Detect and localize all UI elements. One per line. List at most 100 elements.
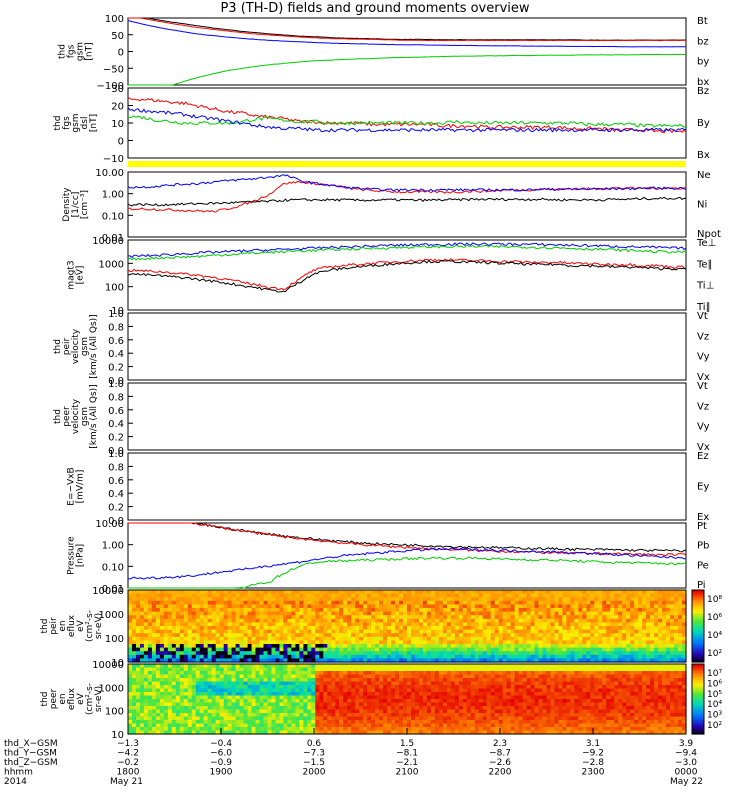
y-axis-label: eflux — [67, 687, 77, 710]
colorbar-tick: 10⁷ — [707, 669, 722, 679]
y-axis-label: thd — [40, 692, 50, 707]
legend-entry: Ex — [697, 512, 709, 523]
legend-entry: Ni — [697, 200, 707, 211]
y-axis-label: eV — [76, 692, 86, 705]
x-tick-label: −3.0 — [675, 758, 697, 768]
x-tick-label: 2000 — [303, 768, 326, 778]
legend-entry: Npot — [697, 229, 721, 240]
x-tick-label: −6.0 — [210, 749, 232, 759]
y-axis-label: [nPa] — [76, 544, 86, 567]
legend-entry: Pt — [697, 521, 707, 532]
y-tick-label: 10000 — [92, 236, 124, 247]
y-axis-label: [cm⁻³] — [80, 190, 90, 219]
legend-entry: Vx — [697, 372, 710, 383]
panel-frame-pressure — [127, 522, 687, 589]
x-axis-row-label: thd_Y−GSM — [4, 749, 57, 759]
legend-entry: Vy — [697, 422, 710, 433]
y-tick-label: 0.8 — [108, 392, 124, 403]
y-tick-label: 0.0 — [108, 376, 124, 387]
y-axis-label: E=−VxB — [67, 467, 77, 505]
legend-entry: Ti∥ — [696, 302, 711, 313]
y-tick-label: −100 — [97, 81, 124, 92]
y-axis-label: [km/s (All Qs)] — [89, 384, 99, 448]
y-tick-label: 0.2 — [108, 433, 124, 444]
y-axis-label: [eV] — [76, 266, 86, 285]
y-tick-label: 0.8 — [108, 462, 124, 473]
colorbar-tick: 10⁸ — [707, 595, 722, 605]
legend-entry: Ez — [697, 451, 709, 462]
y-axis-label: thd — [53, 339, 63, 354]
colorbar-tick: 10⁴ — [707, 700, 722, 710]
y-tick-label: 100 — [105, 283, 124, 294]
x-axis-year: 2014 — [4, 777, 27, 787]
y-tick-label: 0.0 — [108, 516, 124, 527]
series-line-Bz — [127, 97, 687, 134]
legend-entry: Pe — [697, 560, 709, 571]
y-axis-label: fgs — [62, 116, 72, 130]
series-line-Bx — [127, 107, 687, 133]
colorbar-peir_energy_flux — [691, 589, 705, 663]
series-line-Ti⊥ — [127, 242, 687, 259]
y-tick-label: 0 — [118, 48, 124, 59]
legend-entry: Bx — [697, 150, 710, 161]
y-tick-label: 10000 — [92, 660, 124, 671]
y-axis-label: gsm — [71, 113, 81, 132]
y-axis-label: velocity — [71, 328, 81, 364]
y-axis-label: thd — [40, 619, 50, 634]
x-tick-label: −9.2 — [582, 749, 604, 759]
panel-frame-peir_velocity — [127, 312, 687, 381]
x-tick-label: −0.4 — [210, 739, 232, 749]
series-line-Ne — [127, 180, 687, 213]
y-tick-label: 30 — [111, 84, 124, 95]
legend-entry: Bz — [697, 86, 709, 97]
y-axis-label: [km/s (All Qs)] — [89, 314, 99, 378]
panel-frame-electric_field — [127, 452, 687, 521]
panel-frame-peir_energy_flux — [127, 589, 687, 663]
y-tick-label: 0.6 — [108, 336, 124, 347]
legend-entry: Vx — [697, 442, 710, 453]
x-tick-label: 2300 — [582, 768, 605, 778]
y-tick-label: 100 — [105, 707, 124, 718]
panel-frame-density — [127, 171, 687, 238]
y-axis-label: (cm²-s- — [85, 610, 95, 642]
y-tick-label: −10 — [103, 154, 124, 165]
colorbar-tick: 10² — [707, 649, 722, 659]
y-tick-label: 1.0 — [108, 449, 124, 460]
x-tick-label: −2.6 — [489, 758, 511, 768]
series-line-Pi — [127, 547, 687, 580]
series-line-Te∥ — [127, 259, 687, 293]
x-tick-label: −0.9 — [210, 758, 232, 768]
x-axis-start-date: May 21 — [110, 777, 143, 787]
series-line-Npot — [127, 174, 687, 192]
panel-frame-peer_velocity — [127, 382, 687, 451]
x-tick-label: 0000 — [675, 768, 698, 778]
legend-entry: By — [697, 118, 710, 129]
y-tick-label: 100 — [105, 14, 124, 25]
y-tick-label: 10 — [111, 658, 124, 669]
x-tick-label: −8.1 — [396, 749, 418, 759]
panel-frame-temperature — [127, 239, 687, 311]
legend-entry: bx — [697, 77, 709, 88]
legend-entry: Te⊥ — [696, 238, 716, 249]
heatmap-peir_energy_flux — [128, 590, 687, 663]
legend-entry: Ne — [697, 170, 711, 181]
legend-entry: by — [697, 57, 709, 68]
y-axis-label: gsm — [80, 337, 90, 356]
colorbar-tick: 10⁶ — [707, 679, 722, 689]
legend-entry: Bt — [697, 16, 708, 27]
y-axis-label: eflux — [67, 614, 77, 637]
x-tick-label: −7.3 — [303, 749, 325, 759]
y-axis-label: Pressure — [67, 536, 77, 575]
y-tick-label: 10.00 — [95, 519, 124, 530]
colorbar-peer_energy_flux — [691, 663, 705, 735]
y-tick-label: 0.10 — [102, 211, 124, 222]
y-axis-label: eV — [76, 619, 86, 632]
series-line-Ti∥ — [127, 244, 687, 261]
y-axis-label: fgs — [67, 44, 77, 58]
colorbar-tick: 10³ — [707, 711, 722, 721]
y-tick-label: 10000 — [92, 586, 124, 597]
legend-entry: Vy — [697, 352, 710, 363]
y-tick-label: 0.01 — [102, 584, 124, 595]
heatmap-peer_energy_flux — [128, 664, 687, 735]
